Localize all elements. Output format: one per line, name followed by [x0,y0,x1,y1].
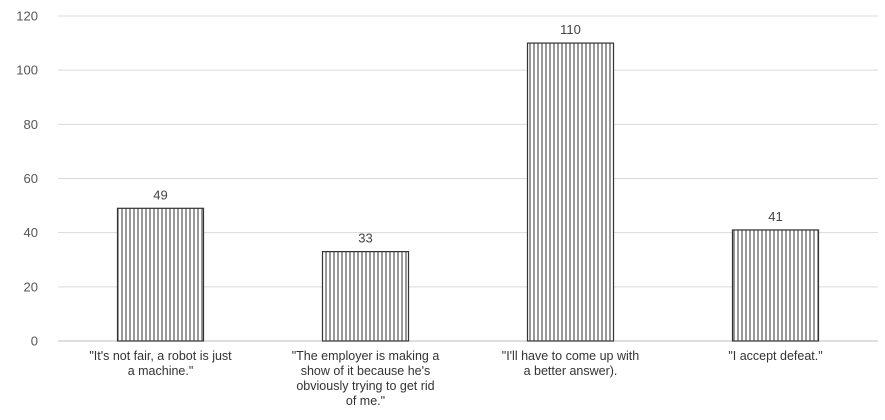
data-label: 41 [768,209,782,224]
category-label-line: "It's not fair, a robot is just [89,349,232,363]
data-label: 110 [560,22,581,37]
category-label: "It's not fair, a robot is just a machine… [89,349,232,378]
category-label-line: obviously trying to get rid [296,379,434,393]
category-label-line: a better answer). [524,364,618,378]
bar [731,229,820,342]
bar [321,251,410,342]
category-label-line: "I accept defeat." [728,349,822,363]
y-tick-label: 80 [24,117,38,132]
category-label-line: "The employer is making a [292,349,440,363]
bar [116,207,205,342]
data-label: 33 [358,231,372,246]
y-tick-label: 100 [16,63,38,78]
category-label: "I accept defeat." [728,349,822,363]
category-label: "I'll have to come up with a better answe… [502,349,639,378]
y-tick-label: 0 [31,334,38,349]
data-label: 49 [153,187,167,202]
y-tick-label: 120 [16,9,38,24]
category-label-line: of me." [346,394,385,408]
category-label: "The employer is making a show of it beca… [292,349,440,408]
category-label-line: a machine." [128,364,194,378]
y-tick-label: 20 [24,279,38,294]
y-tick-label: 40 [24,225,38,240]
category-label-line: "I'll have to come up with [502,349,639,363]
category-label-line: show of it because he's [301,364,431,378]
bar [526,42,615,342]
y-tick-label: 60 [24,171,38,186]
